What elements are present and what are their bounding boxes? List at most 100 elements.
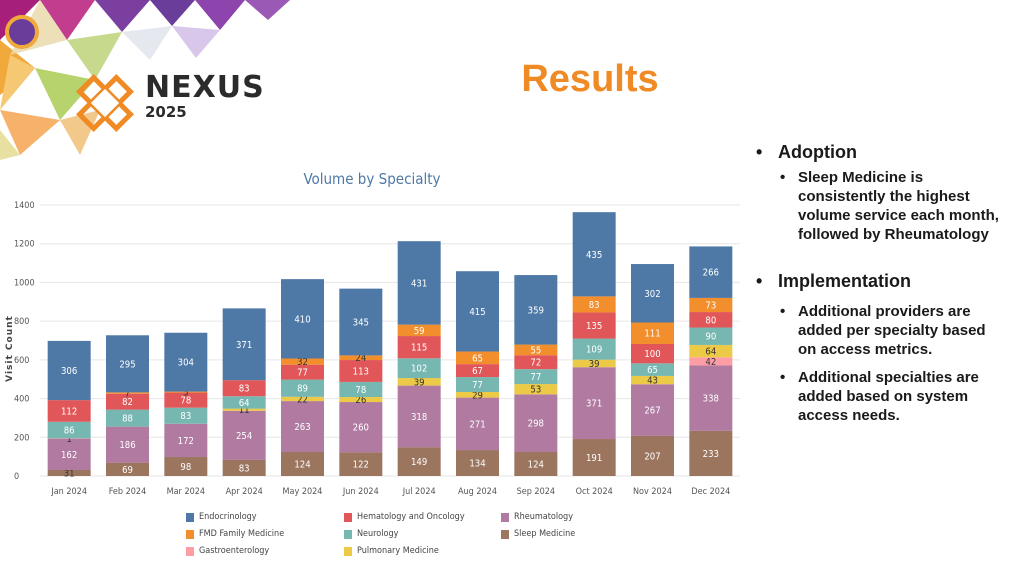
bar-segment-sleep-medicine: [106, 462, 149, 476]
data-label: 260: [353, 423, 369, 434]
bar-segment-sleep-medicine: [281, 451, 324, 476]
bar-segment-fmd-family-medicine: [164, 391, 208, 393]
bar-segment-neurology: [106, 409, 149, 427]
data-label: 207: [644, 451, 660, 462]
legend-swatch: [501, 512, 509, 522]
y-tick-label: 200: [14, 433, 29, 443]
bar-segment-endocrinology: [631, 264, 674, 323]
legend-item-sleep-medicine: Sleep Medicine: [501, 529, 575, 539]
legend-swatch: [186, 529, 194, 539]
nexus-logo: NEXUS 2025: [145, 72, 265, 121]
sub-bullet-providers: • Additional providers are added per spe…: [780, 302, 1008, 359]
data-label: 65: [647, 365, 658, 376]
data-label: 112: [61, 406, 77, 417]
data-label: 42: [705, 357, 716, 368]
bar-segment-endocrinology: [106, 335, 149, 393]
legend-swatch: [501, 529, 509, 539]
bar-segment-sleep-medicine: [339, 452, 383, 476]
bar-segment-hematology-and-oncology: [514, 355, 558, 370]
data-label: 73: [705, 300, 716, 311]
bar-segment-endocrinology: [397, 241, 441, 325]
data-label: 113: [353, 366, 369, 377]
bar-segment-endocrinology: [47, 340, 91, 401]
x-tick-label: Jan 2024: [50, 487, 87, 497]
data-label: 100: [644, 349, 660, 360]
bar-segment-hematology-and-oncology: [106, 393, 149, 410]
data-label: 122: [353, 460, 369, 471]
y-tick-label: 0: [14, 472, 19, 482]
data-label: 338: [703, 394, 719, 405]
bar-segment-hematology-and-oncology: [164, 392, 208, 408]
data-label: 233: [703, 449, 719, 460]
decorative-header-pattern: [0, 0, 290, 160]
data-label: 318: [411, 412, 427, 423]
chart-title: Volume by Specialty: [303, 170, 440, 188]
x-tick-label: Dec 2024: [691, 487, 730, 497]
data-label: 435: [586, 250, 602, 261]
bar-segment-neurology: [47, 421, 91, 439]
data-label: 124: [528, 459, 544, 470]
legend-label: Pulmonary Medicine: [357, 546, 439, 556]
bar-segment-pulmonary-medicine: [631, 375, 674, 385]
data-label: 39: [589, 359, 600, 370]
bar-segment-pulmonary-medicine: [222, 408, 266, 411]
bar-segment-neurology: [164, 407, 208, 424]
data-label: 69: [122, 465, 133, 476]
legend-swatch: [186, 546, 194, 556]
data-label: 67: [472, 366, 483, 377]
data-label: 90: [705, 332, 716, 343]
y-tick-label: 1400: [14, 201, 35, 211]
data-label: 109: [586, 345, 602, 356]
data-label: 345: [353, 318, 369, 329]
data-label: 306: [61, 366, 77, 377]
data-label: 302: [644, 289, 660, 300]
data-label: 32: [297, 357, 308, 368]
y-axis-label: Visit Count: [5, 315, 15, 382]
sub-bullet-text: Sleep Medicine is consistently the highe…: [798, 169, 999, 243]
bar-segment-sleep-medicine: [222, 459, 266, 476]
data-label: 89: [297, 384, 308, 395]
legend-swatch: [186, 512, 194, 522]
data-label: 83: [239, 463, 250, 474]
bar-segment-hematology-and-oncology: [397, 336, 441, 359]
bar-segment-gastroenterology: [47, 438, 91, 439]
bar-segment-sleep-medicine: [689, 430, 733, 476]
data-label: 431: [411, 278, 427, 289]
bar-segment-sleep-medicine: [514, 451, 558, 476]
legend-swatch: [344, 529, 352, 539]
bar-segment-neurology: [514, 369, 558, 385]
bar-segment-fmd-family-medicine: [514, 344, 558, 356]
y-tick-label: 800: [14, 317, 29, 327]
bar-segment-fmd-family-medicine: [631, 322, 674, 344]
data-label: 359: [528, 305, 544, 316]
data-label: 162: [61, 450, 77, 461]
bar-segment-endocrinology: [339, 288, 383, 356]
data-label: 295: [119, 359, 135, 370]
legend-label: Hematology and Oncology: [357, 512, 465, 522]
data-label: 102: [411, 364, 427, 375]
legend-swatch: [344, 546, 352, 556]
y-tick-label: 400: [14, 395, 29, 405]
bar-segment-pulmonary-medicine: [572, 359, 616, 368]
data-label: 304: [178, 358, 194, 369]
data-label: 111: [644, 329, 660, 340]
bar-segment-rheumatology: [631, 384, 674, 436]
bar-segment-fmd-family-medicine: [397, 324, 441, 337]
volume-by-specialty-chart: Volume by Specialty 0 200 400 600 800 1000 1200…: [5, 170, 740, 497]
data-label: 83: [180, 411, 191, 422]
bar-segment-rheumatology: [339, 402, 383, 453]
bar-segment-pulmonary-medicine: [456, 391, 499, 398]
data-label: 80: [705, 315, 716, 326]
data-label: 55: [530, 345, 541, 356]
bar-segment-hematology-and-oncology: [631, 343, 674, 364]
data-label: 134: [469, 459, 485, 470]
data-label: 59: [414, 326, 425, 337]
legend-label: Endocrinology: [199, 512, 257, 522]
bar-segment-hematology-and-oncology: [456, 364, 499, 378]
data-label: 24: [355, 353, 366, 364]
bar-segment-neurology: [339, 381, 383, 398]
bar-segment-fmd-family-medicine: [339, 355, 383, 361]
sub-bullet-specialties: • Additional specialties are added based…: [780, 368, 1008, 425]
legend-label: FMD Family Medicine: [199, 529, 285, 539]
bar-segment-neurology: [397, 358, 441, 379]
